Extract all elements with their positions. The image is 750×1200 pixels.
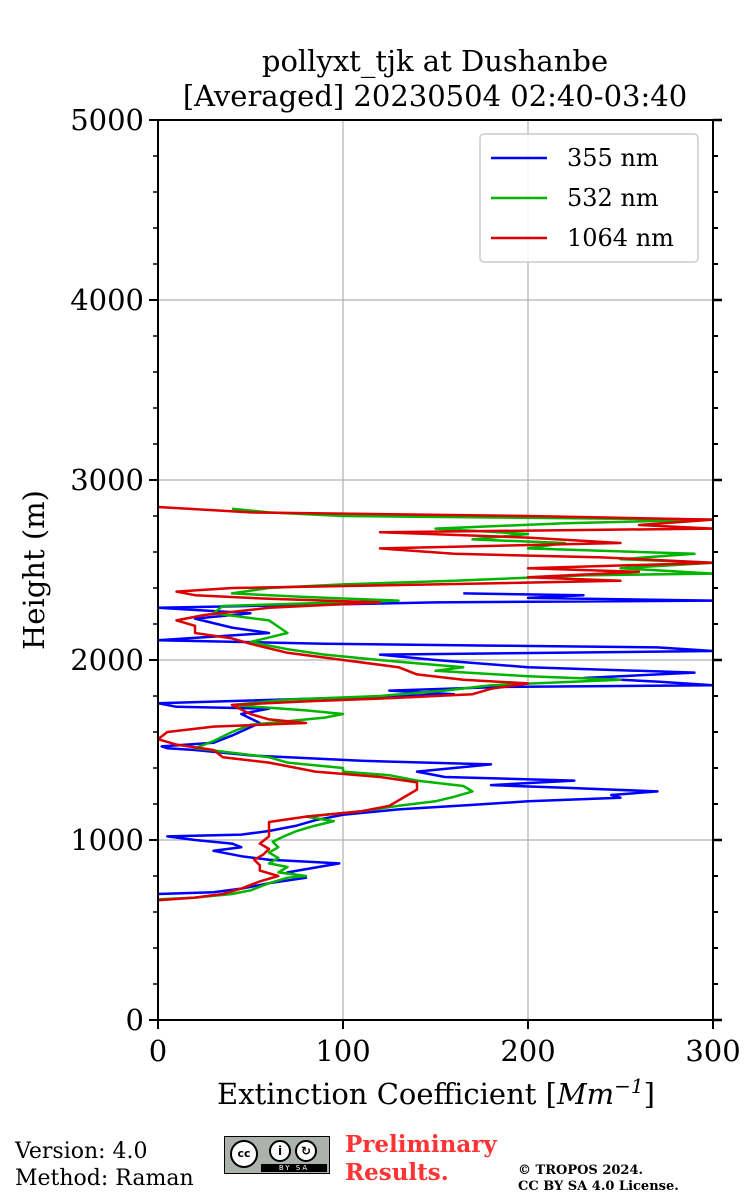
cc-license-badge: cc i ↻ BY SA bbox=[224, 1136, 330, 1174]
y-tick-label: 5000 bbox=[70, 103, 144, 137]
legend: 355 nm 532 nm 1064 nm bbox=[479, 133, 699, 263]
legend-box bbox=[479, 133, 699, 263]
version-text: Version: 4.0 bbox=[15, 1139, 148, 1164]
y-axis-label: Height (m) bbox=[17, 490, 51, 650]
preliminary-results-text: Preliminary Results. bbox=[345, 1131, 497, 1187]
license-strip: BY SA bbox=[261, 1164, 327, 1172]
extinction-profile-chart: pollyxt_tjk at Dushanbe [Averaged] 20230… bbox=[17, 44, 741, 1111]
copyright-text: © TROPOS 2024. CC BY SA 4.0 License. bbox=[518, 1163, 679, 1195]
x-tick-label: 200 bbox=[500, 1034, 555, 1068]
x-axis-label: Extinction Coefficient [Mm−1] bbox=[217, 1074, 655, 1111]
cc-icon: cc bbox=[230, 1140, 258, 1168]
series-line-355-nm bbox=[158, 592, 713, 896]
share-alike-icon: ↻ bbox=[295, 1140, 317, 1162]
grid-lines bbox=[158, 120, 713, 1020]
y-tick-label: 1000 bbox=[70, 823, 144, 857]
legend-label-532-nm: 532 nm bbox=[567, 184, 659, 212]
y-tick-label: 0 bbox=[126, 1003, 144, 1037]
chart-subtitle: [Averaged] 20230504 02:40-03:40 bbox=[183, 79, 687, 113]
copyright-line-1: © TROPOS 2024. bbox=[518, 1163, 644, 1178]
preliminary-line-2: Results. bbox=[345, 1159, 449, 1186]
series-line-1064-nm bbox=[158, 505, 713, 902]
y-tick-label: 4000 bbox=[70, 283, 144, 317]
method-text: Method: Raman bbox=[15, 1166, 194, 1191]
attribution-icon: i bbox=[269, 1140, 291, 1162]
chart-title: pollyxt_tjk at Dushanbe bbox=[262, 44, 608, 79]
data-series bbox=[158, 505, 713, 902]
y-tick-label: 3000 bbox=[70, 463, 144, 497]
plot-frame bbox=[157, 119, 714, 1021]
y-tick-label: 2000 bbox=[70, 643, 144, 677]
x-tick-label: 300 bbox=[685, 1034, 740, 1068]
x-tick-label: 0 bbox=[149, 1034, 167, 1068]
legend-label-355-nm: 355 nm bbox=[567, 144, 659, 172]
preliminary-line-1: Preliminary bbox=[345, 1131, 497, 1158]
copyright-line-2: CC BY SA 4.0 License. bbox=[518, 1179, 679, 1194]
x-tick-label: 100 bbox=[315, 1034, 370, 1068]
legend-label-1064-nm: 1064 nm bbox=[567, 224, 674, 252]
